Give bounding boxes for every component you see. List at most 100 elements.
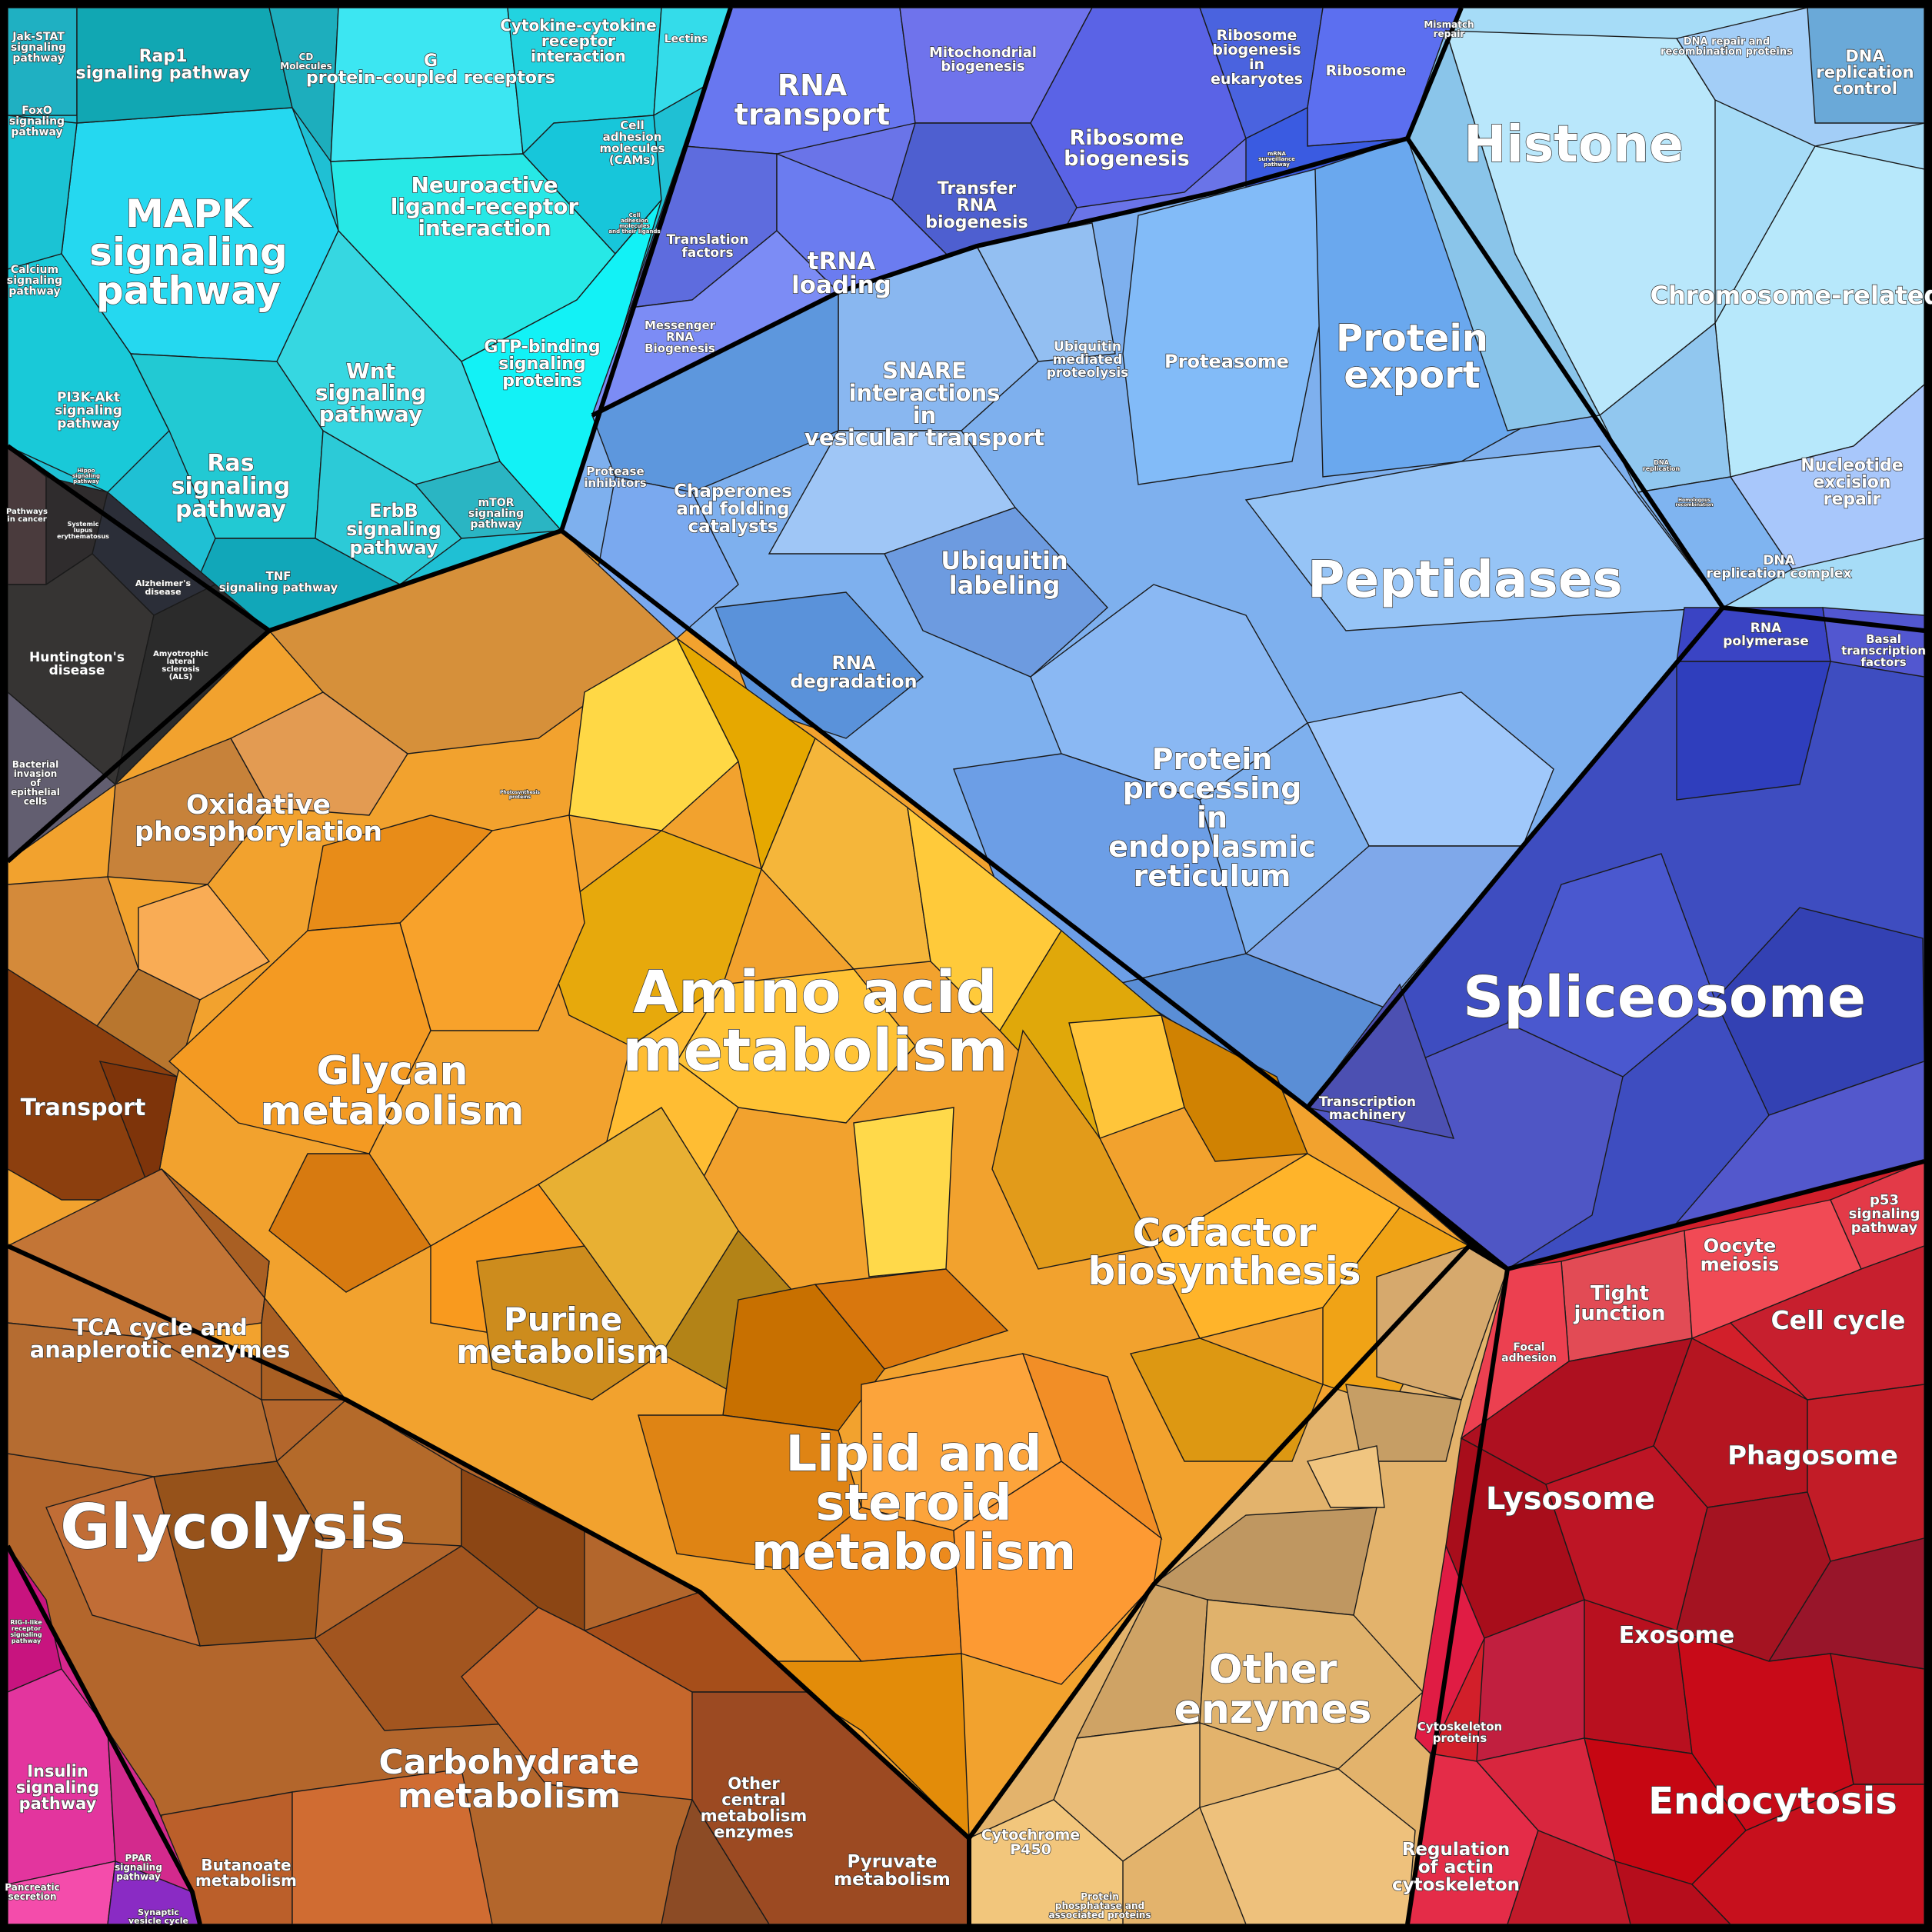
label-line: Transport: [21, 1094, 146, 1121]
label-line: Systemic: [68, 521, 99, 528]
label-line: Proteasome: [1164, 351, 1289, 372]
label-line: GTP-binding: [484, 338, 600, 357]
label-line: replication: [1816, 63, 1914, 82]
cell: [45, 1476, 202, 1647]
label-purine: Purine metabolism: [456, 1301, 669, 1371]
label-messenger-rna: Messenger RNA Biogenesis: [645, 318, 716, 355]
label-line: cytoskeleton: [1392, 1875, 1520, 1895]
label-jak-stat: Jak-STAT signaling pathway: [11, 31, 66, 65]
cell: [1807, 1384, 1925, 1562]
label-line: Protein: [1081, 1891, 1119, 1902]
cell: [1306, 691, 1554, 847]
label-line: pathway: [12, 1637, 42, 1644]
label-rap1: Rap1 signaling pathway: [76, 47, 251, 83]
label-line: mediated: [1053, 352, 1123, 368]
label-line: labeling: [949, 571, 1061, 600]
label-line: (CAMs): [609, 153, 655, 167]
label-line: metabolism: [260, 1088, 524, 1134]
border: [6, 628, 271, 864]
label-line: Pancreatic: [5, 1882, 59, 1893]
label-layer: Jak-STAT signaling pathway Rap1 signaling p…: [5, 15, 1932, 1926]
label-line: receptor: [12, 1625, 42, 1632]
label-line: proteins: [509, 794, 531, 800]
label-chaperones: Chaperones and folding catalysts: [674, 481, 792, 537]
label-transport: Transport: [21, 1094, 146, 1121]
label-ribosome-biogenesis: Ribosome biogenesis: [1064, 126, 1190, 171]
cell: [1306, 1445, 1385, 1508]
label-line: DNA: [1654, 459, 1669, 466]
label-line: eukaryotes: [1211, 71, 1303, 88]
label-line: Ribosome: [1217, 27, 1297, 44]
label-line: repair: [1434, 28, 1465, 39]
label-wnt: Wnt signaling pathway: [315, 358, 426, 427]
label-line: metabolism: [195, 1871, 297, 1890]
cell: [1021, 1352, 1163, 1540]
label-line: Mitochondrial: [929, 45, 1037, 61]
label-foxo: FoxO signaling pathway: [9, 105, 65, 138]
label-line: Chromosome-related: [1651, 281, 1932, 310]
label-line: metabolism: [834, 1870, 951, 1890]
label-line: disease: [49, 663, 105, 678]
label-line: P450: [1010, 1841, 1051, 1858]
label-line: tRNA: [808, 248, 876, 275]
label-line: phosphatase and: [1055, 1900, 1144, 1911]
label-line: secretion: [8, 1891, 56, 1902]
label-snare: SNARE interactions in vesicular transport: [804, 358, 1044, 451]
cell: [107, 738, 270, 885]
label-line: meiosis: [1700, 1254, 1780, 1275]
label-line: adhesion: [621, 218, 648, 224]
label-line: Photosynthesis: [500, 790, 540, 795]
label-line: metabolism: [701, 1807, 808, 1825]
label-line: Protease: [586, 465, 644, 478]
label-line: in: [1249, 56, 1264, 73]
label-mrna-surveillance: mRNA surveillance pathway: [1258, 151, 1295, 168]
label-pathways-cancer: Pathways in cancer: [6, 508, 48, 524]
label-line: Ribosome: [1326, 62, 1407, 79]
label-line: PPAR: [125, 1853, 152, 1864]
label-line: loading: [791, 271, 891, 299]
label-line: Ubiquitin: [1054, 339, 1121, 355]
label-line: Bacterial: [12, 759, 58, 770]
label-line: molecules: [599, 142, 665, 155]
label-spliceosome: Spliceosome: [1463, 964, 1866, 1031]
label-line: DNA: [1763, 553, 1795, 568]
border: [560, 528, 1925, 1271]
label-dna-replication: DNA replication: [1643, 459, 1681, 472]
label-line: RNA: [778, 68, 848, 102]
cell: [1507, 853, 1716, 1078]
label-line: Pathways: [6, 508, 48, 516]
label-line: disease: [145, 587, 181, 597]
label-line: metabolism: [751, 1524, 1076, 1581]
label-line: SNARE: [882, 358, 967, 384]
cell: [591, 230, 840, 417]
border: [5, 1544, 202, 1925]
label-line: Focal: [1513, 1341, 1544, 1354]
label-line: interaction: [418, 215, 551, 241]
label-line: pathway: [116, 1871, 161, 1882]
label-line: Amino acid: [633, 958, 998, 1026]
cell: [814, 1268, 1009, 1370]
label-line: repair: [1824, 490, 1881, 509]
label-line: Lipid and: [785, 1426, 1041, 1483]
label-line: Protein: [1336, 317, 1488, 360]
label-carbohydrate: Carbohydrate metabolism: [378, 1743, 639, 1816]
label-line: protein-coupled receptors: [306, 68, 555, 88]
label-cytokine: Cytokine-cytokine receptor interaction: [500, 16, 656, 65]
label-line: Transcription: [1319, 1094, 1416, 1110]
label-hippo: Hippo signaling pathway: [72, 468, 100, 485]
label-translation-factors: Translation factors: [667, 232, 749, 261]
label-line: lateral: [167, 658, 195, 666]
label-line: cells: [24, 796, 48, 807]
label-line: signaling: [16, 1778, 99, 1797]
label-mapk: MAPK signaling pathway: [89, 192, 288, 313]
label-line: Ras: [207, 450, 254, 477]
label-line: in: [913, 402, 937, 428]
label-dna-rep-control: DNA replication control: [1816, 47, 1914, 98]
cell: [1199, 1599, 1424, 1770]
label-p53: p53 signaling pathway: [1849, 1192, 1920, 1236]
label-line: Regulation: [1402, 1840, 1511, 1860]
label-line: Lysosome: [1486, 1481, 1655, 1517]
label-ras: Ras signaling pathway: [172, 450, 291, 523]
